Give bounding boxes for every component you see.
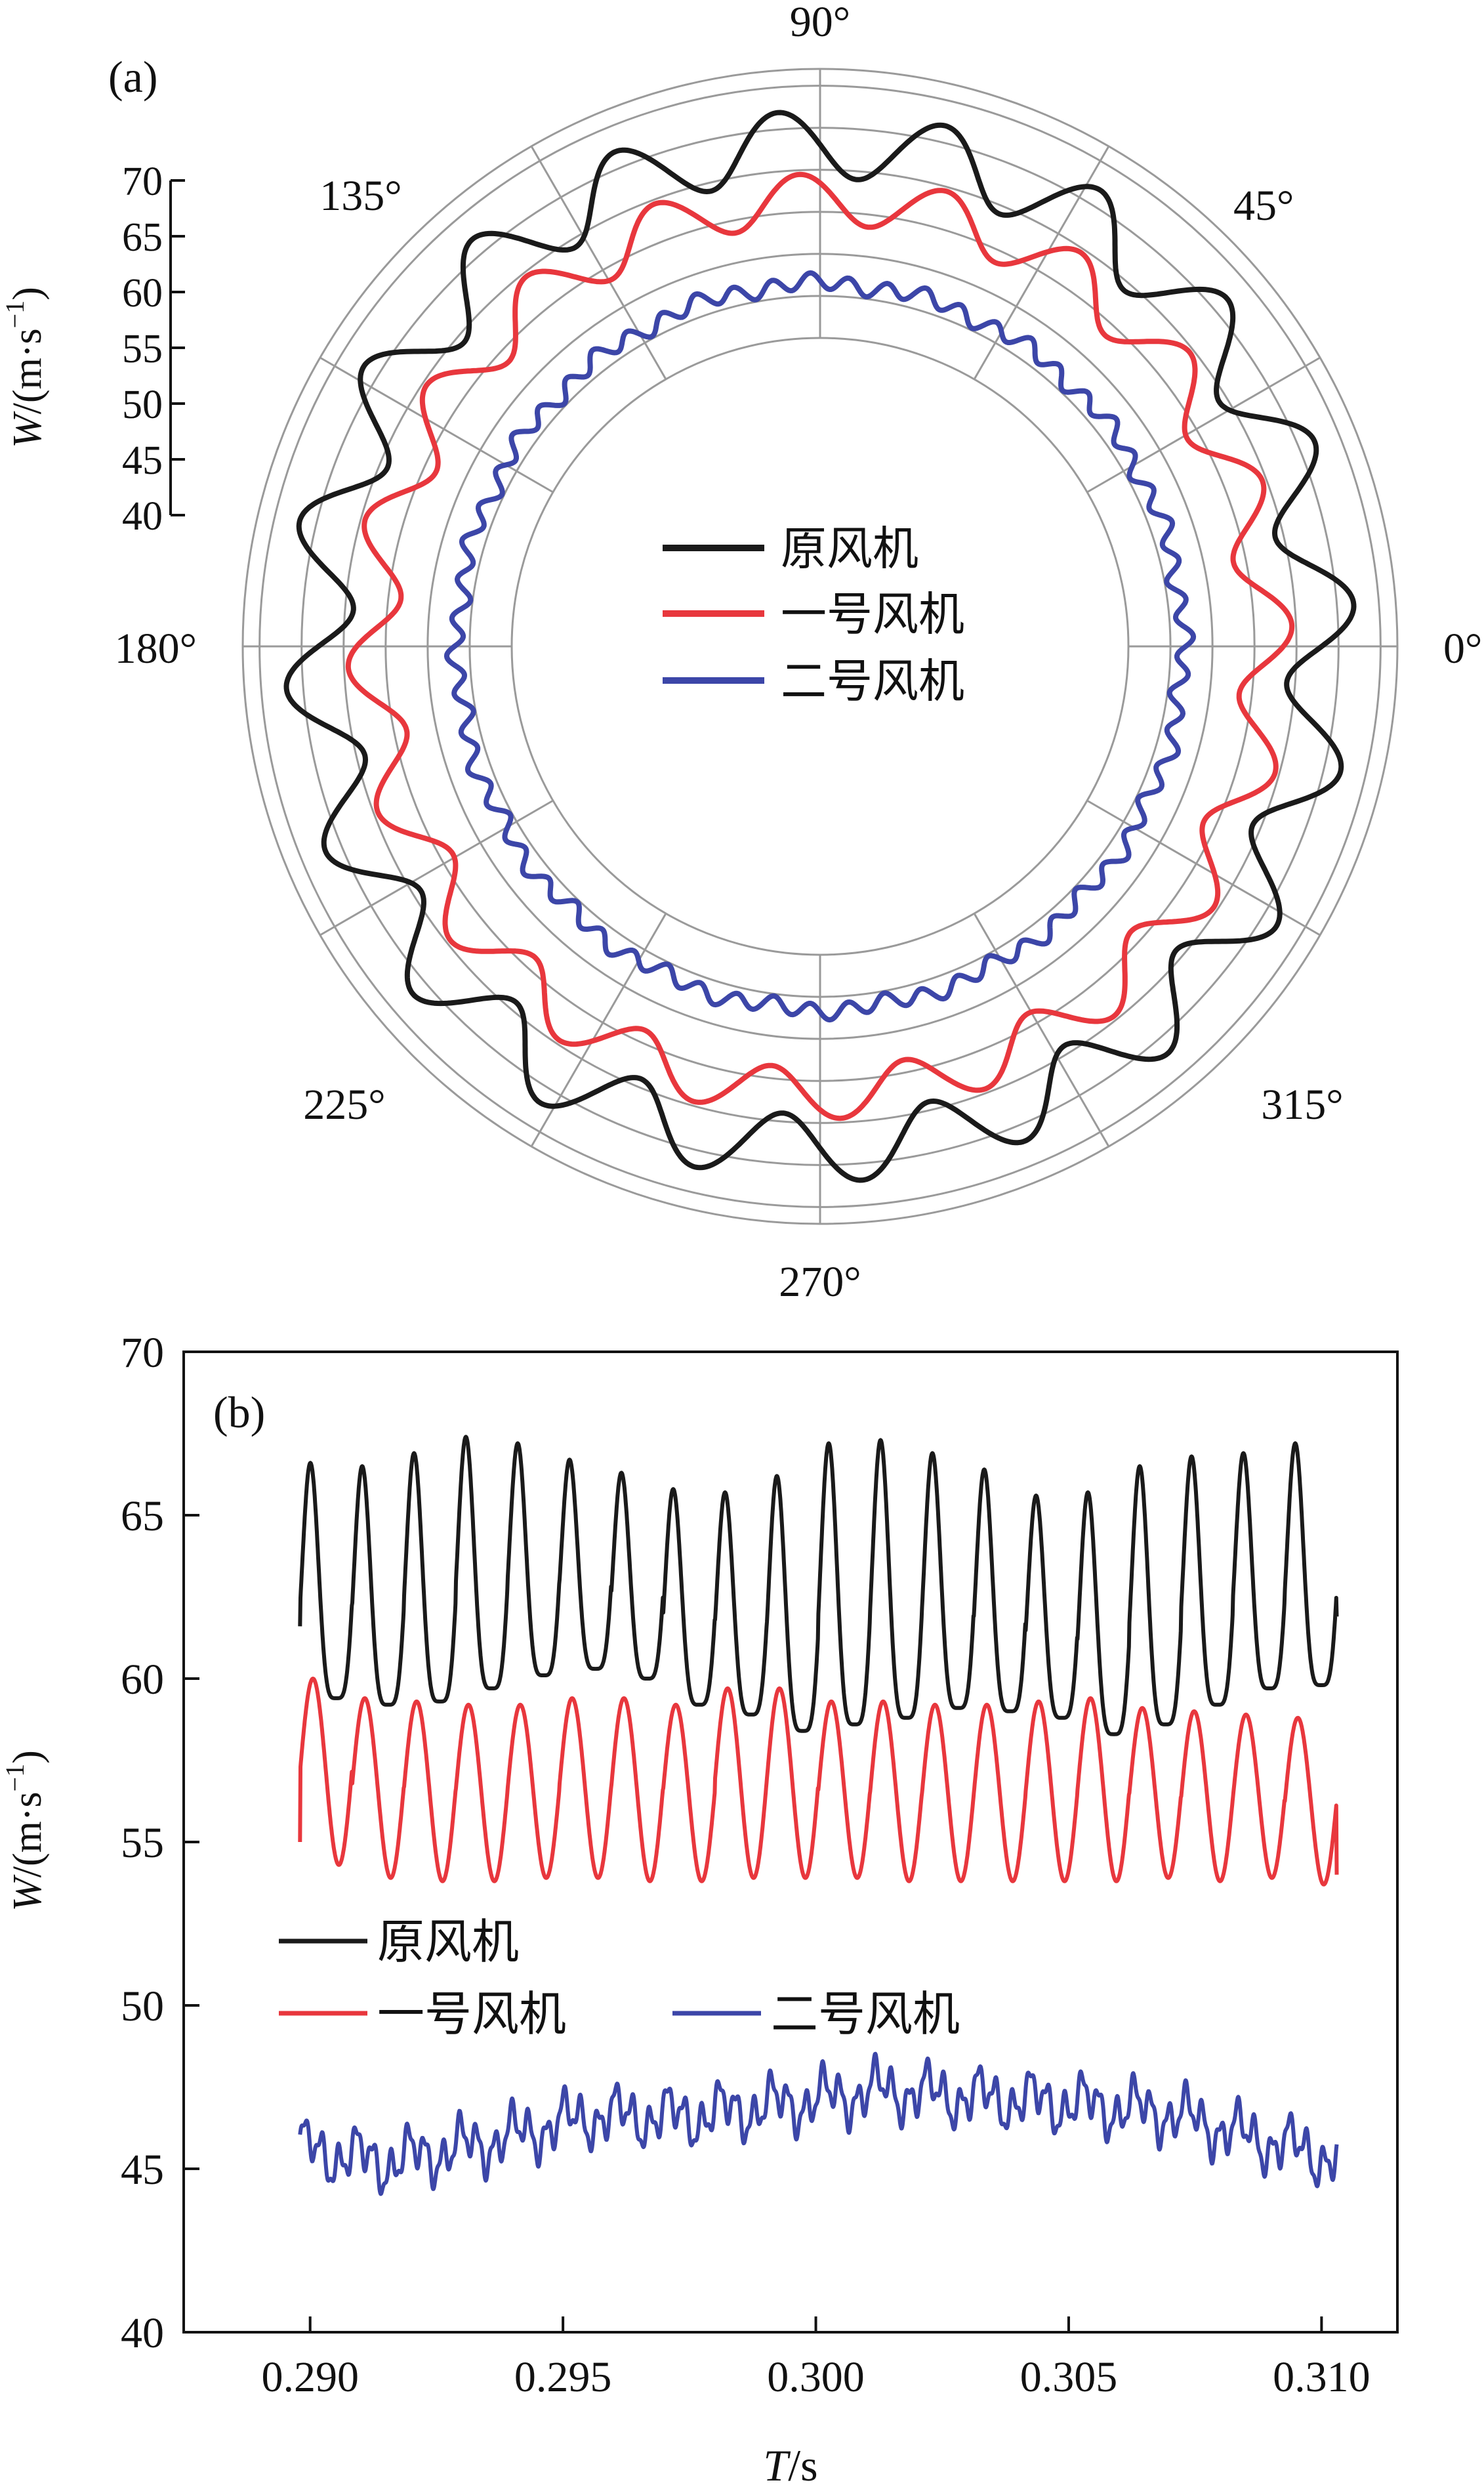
polar-grid-spoke: [319, 799, 554, 936]
panel-a-y-axis-title: W/(m·s−1): [0, 287, 50, 448]
polar-grid-spoke: [973, 913, 1110, 1147]
polar-grid-ring: [426, 253, 1214, 1040]
polar-angle-label: 315°: [1261, 1081, 1343, 1129]
panel-b-axes-ticks: 40 45 50 55 60 65 70 0.290 0.295 0.300 0.305 0.310: [121, 1329, 1371, 2401]
polar-series-line-no1: [345, 171, 1295, 1121]
panel-b-y-tick-label: 65: [121, 1492, 164, 1540]
panel-b-y-tick-label: 40: [121, 2309, 164, 2357]
panel-b-y-axis-title: W/(m·s−1): [0, 1750, 50, 1912]
polar-angle-label: 180°: [115, 625, 197, 673]
polar-radial-tick-label: 40: [122, 494, 163, 539]
legend-b-label-no1: 一号风机: [377, 1986, 566, 2041]
polar-angle-label: 45°: [1233, 182, 1294, 230]
panel-b-y-tick-label: 55: [121, 1819, 164, 1867]
panel-b-x-tick-label: 0.295: [514, 2353, 612, 2401]
legend-b-label-original: 原风机: [377, 1914, 519, 1969]
polar-radial-tick-label: 55: [122, 327, 163, 371]
polar-angle-label: 135°: [319, 172, 402, 220]
panel-b-x-tick-label: 0.305: [1020, 2353, 1118, 2401]
panel-b-label: (b): [213, 1387, 265, 1437]
polar-angle-label: 225°: [303, 1081, 385, 1129]
polar-radial-tick-label: 50: [122, 383, 163, 427]
panel-a-polar-chart: (a) 0° 45° 90° 135° 180° 225° 270° 315° 40 45 50 5…: [0, 0, 1482, 1306]
panel-b-x-tick-label: 0.300: [767, 2353, 865, 2401]
panel-b-series-line-no1: [298, 1677, 1339, 1887]
polar-grid-ring: [468, 295, 1172, 998]
polar-grid-spoke: [530, 146, 667, 380]
panel-b-line-chart: (b) 40 45 50 55 60 65 70 0.290 0.295 0.300 0.305 0.…: [0, 1329, 1399, 2490]
polar-series-line-no2: [443, 270, 1197, 1023]
polar-angle-label: 270°: [779, 1258, 861, 1306]
polar-grid: [241, 68, 1399, 1225]
polar-radial-tick-label: 45: [122, 438, 163, 483]
panel-b-y-tick-label: 60: [121, 1656, 164, 1704]
polar-radial-tick-label: 65: [122, 215, 163, 260]
panel-a-label: (a): [108, 52, 157, 102]
polar-series-group: [283, 110, 1357, 1183]
panel-b-x-tick-label: 0.310: [1273, 2353, 1371, 2401]
polar-grid-ring: [510, 337, 1130, 956]
panel-b-series-line-no2: [298, 2051, 1339, 2196]
panel-b-series-line-original: [298, 1434, 1339, 1736]
panel-b-x-axis-title: T/s: [763, 2440, 817, 2490]
panel-a-legend: 原风机 一号风机 二号风机: [663, 522, 964, 708]
legend-a-label-no2: 二号风机: [781, 654, 964, 708]
panel-b-x-tick-label: 0.290: [261, 2353, 359, 2401]
panel-b-legend: 原风机 一号风机 二号风机: [279, 1914, 960, 2041]
panel-b-y-tick-label: 50: [121, 1982, 164, 2030]
polar-radial-tick-label: 70: [122, 159, 163, 204]
legend-a-label-no1: 一号风机: [781, 587, 964, 641]
polar-grid-spoke: [1086, 356, 1321, 493]
panel-b-y-tick-label: 45: [121, 2146, 164, 2194]
panel-b-series-group: [298, 1434, 1339, 2196]
polar-angle-labels: 0° 45° 90° 135° 180° 225° 270° 315°: [115, 0, 1483, 1306]
polar-radial-tick-label: 60: [122, 271, 163, 316]
polar-series-line-original: [283, 110, 1357, 1183]
panel-b-y-tick-label: 70: [121, 1329, 164, 1377]
legend-b-label-no2: 二号风机: [771, 1986, 960, 2041]
polar-angle-label: 0°: [1443, 625, 1482, 673]
polar-angle-label: 90°: [790, 0, 850, 46]
legend-a-label-original: 原风机: [781, 522, 918, 576]
polar-radial-axis: 40 45 50 55 60 65 70: [122, 159, 185, 539]
